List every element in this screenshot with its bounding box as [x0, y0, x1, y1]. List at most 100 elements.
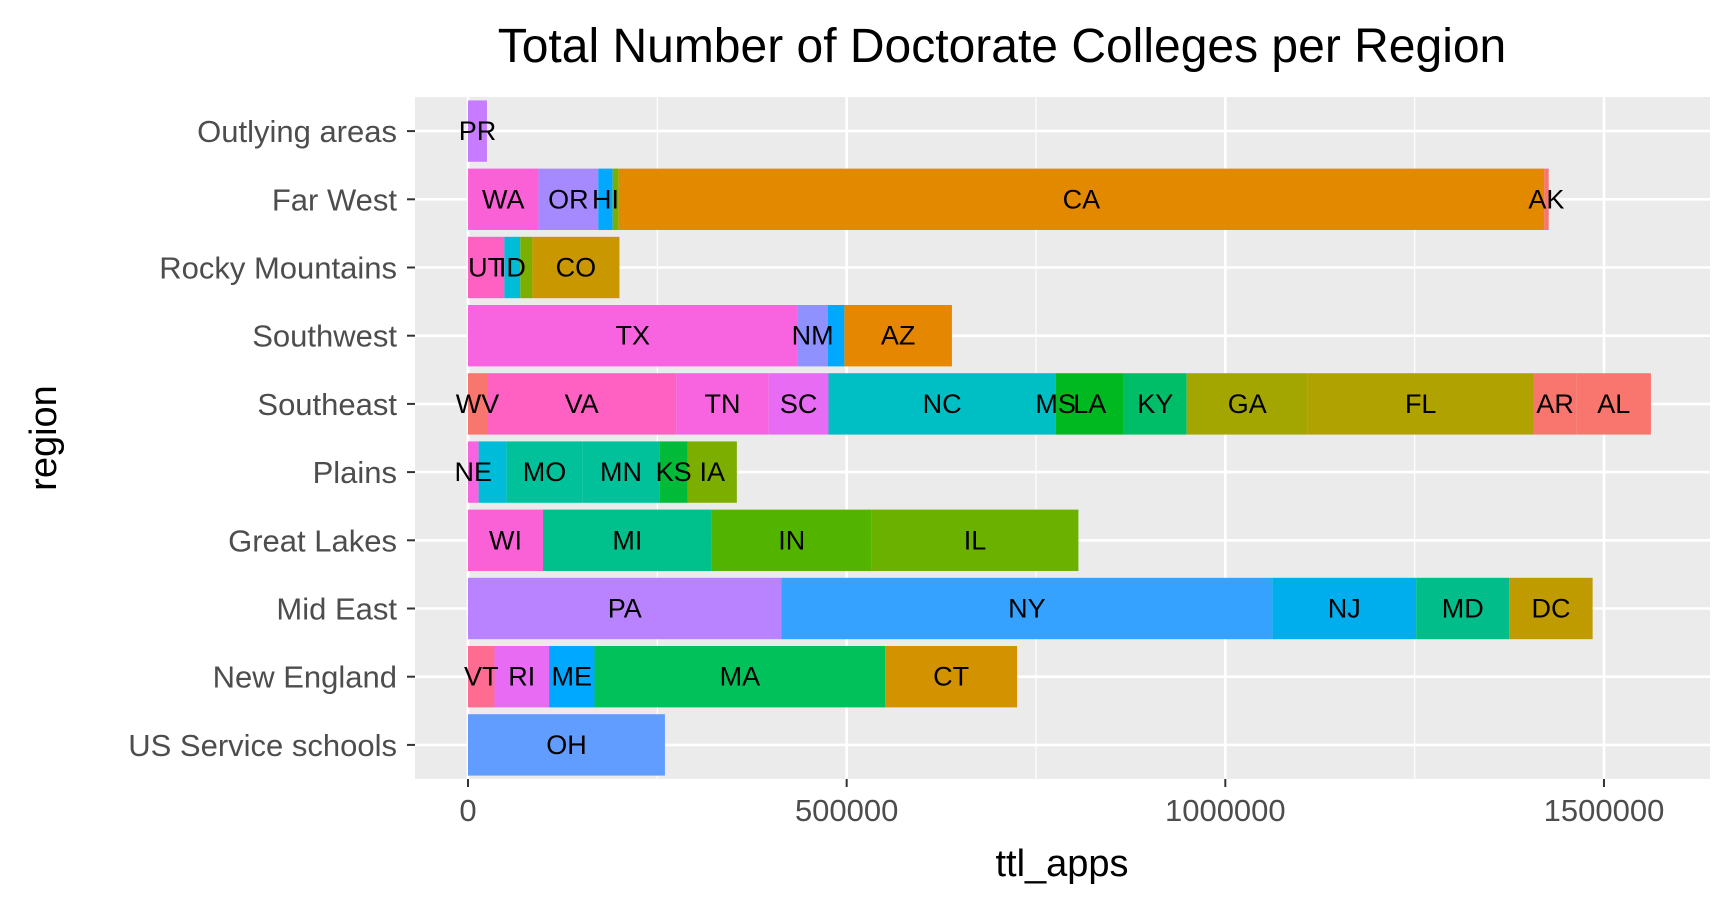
y-axis: Outlying areas Far West Rocky Mountains Sou… — [128, 114, 415, 763]
bar-label: KS — [656, 457, 692, 487]
bar-segment — [468, 236, 505, 299]
bar-label: IL — [964, 525, 987, 555]
bar-segment — [1307, 373, 1534, 435]
bar-label: OR — [548, 184, 589, 214]
y-tick-label: Mid East — [276, 592, 397, 627]
y-tick-label: Plains — [313, 455, 397, 490]
y-tick-label: Great Lakes — [228, 523, 397, 558]
bar-segment — [659, 441, 688, 503]
bar-segment — [468, 168, 539, 230]
bar-segment — [468, 509, 543, 571]
bar-label: WI — [489, 525, 522, 555]
bar-label: ID — [499, 253, 526, 283]
bar-segment — [594, 646, 886, 708]
bar-label: MN — [600, 457, 642, 487]
bar-segment — [538, 168, 599, 230]
bar-label: AR — [1536, 389, 1574, 419]
y-tick-label: Rocky Mountains — [159, 251, 397, 286]
bar-label: AK — [1528, 184, 1564, 214]
bar-segment — [468, 305, 798, 367]
bar-label: TX — [615, 321, 650, 351]
bar-segment — [1576, 373, 1651, 435]
bar-label: WV — [456, 389, 500, 419]
bar-segment — [844, 305, 952, 367]
bar-label: NJ — [1328, 594, 1361, 624]
bar-segment — [1055, 373, 1124, 435]
bar-label: RI — [508, 662, 535, 692]
bar-label: CA — [1063, 184, 1101, 214]
bar-label: OH — [546, 730, 587, 760]
y-tick-label: US Service schools — [128, 728, 397, 763]
bar-segment — [532, 236, 620, 299]
bar-segment — [676, 373, 769, 435]
bar-segment — [520, 236, 533, 299]
bar-segment — [598, 168, 613, 230]
bar-label: NC — [923, 389, 962, 419]
y-axis-title: region — [23, 385, 65, 491]
bar-segment — [506, 441, 583, 503]
bar-label: AL — [1597, 389, 1630, 419]
bar-label: CT — [933, 662, 969, 692]
bar-segment — [468, 714, 665, 776]
bar-label: FL — [1405, 389, 1437, 419]
x-tick-label: 1500000 — [1544, 793, 1665, 828]
bar-label: TN — [704, 389, 740, 419]
bar-label: SC — [780, 389, 818, 419]
chart-title: Total Number of Doctorate Colleges per R… — [498, 20, 1507, 73]
bar-segment — [618, 168, 1545, 230]
bar-label: IN — [778, 525, 805, 555]
x-axis: 0 500000 1000000 1500000 — [459, 779, 1664, 828]
bar-segment — [494, 646, 550, 708]
bar-segment — [768, 373, 829, 435]
bar-label: UT — [468, 253, 504, 283]
bar-segment — [582, 441, 660, 503]
bar-label: NM — [792, 321, 834, 351]
bar-segment — [871, 509, 1079, 571]
bar-label: PR — [459, 116, 497, 146]
bar-segment — [486, 373, 677, 435]
bar-segment — [1416, 577, 1510, 640]
bar-segment — [781, 577, 1273, 640]
bar-segment — [828, 373, 1056, 435]
bar-label: IA — [699, 457, 725, 487]
bar-segment — [711, 509, 872, 571]
bar-segment — [797, 305, 828, 367]
bar-label: MO — [523, 457, 567, 487]
x-axis-title: ttl_apps — [995, 843, 1128, 885]
y-tick-label: New England — [213, 660, 397, 695]
bar-label: NY — [1008, 594, 1046, 624]
bar-segment — [612, 168, 619, 230]
bar-label: HI — [592, 184, 619, 214]
bar-label: MI — [612, 525, 642, 555]
bar-label: AZ — [881, 321, 916, 351]
bar-label: WA — [482, 184, 525, 214]
bar-segment — [468, 373, 487, 435]
bar-segment — [1533, 373, 1577, 435]
bar-label: LA — [1073, 389, 1106, 419]
bar-segment — [468, 441, 479, 503]
y-tick-label: Far West — [272, 182, 398, 217]
bar-segment — [504, 236, 521, 299]
bar-label: MS — [1035, 389, 1076, 419]
bar-label: DC — [1531, 594, 1570, 624]
y-tick-label: Southwest — [252, 319, 397, 354]
bar-label: NE — [455, 457, 493, 487]
bar-label: CO — [556, 253, 597, 283]
bar-label: MD — [1442, 594, 1484, 624]
bar-segment — [468, 646, 495, 708]
bar-segment — [468, 100, 487, 162]
bar-label: ME — [552, 662, 593, 692]
bar-label: VA — [565, 389, 599, 419]
x-tick-label: 1000000 — [1165, 793, 1286, 828]
bar-segment — [468, 577, 782, 640]
x-tick-label: 0 — [459, 793, 476, 828]
bar-label: PA — [608, 594, 642, 624]
bar-segment — [827, 305, 845, 367]
bar-label: GA — [1228, 389, 1267, 419]
bar-segment — [1186, 373, 1308, 435]
bar-segment — [542, 509, 712, 571]
bar-label: VT — [464, 662, 499, 692]
bar-segment — [885, 646, 1018, 708]
